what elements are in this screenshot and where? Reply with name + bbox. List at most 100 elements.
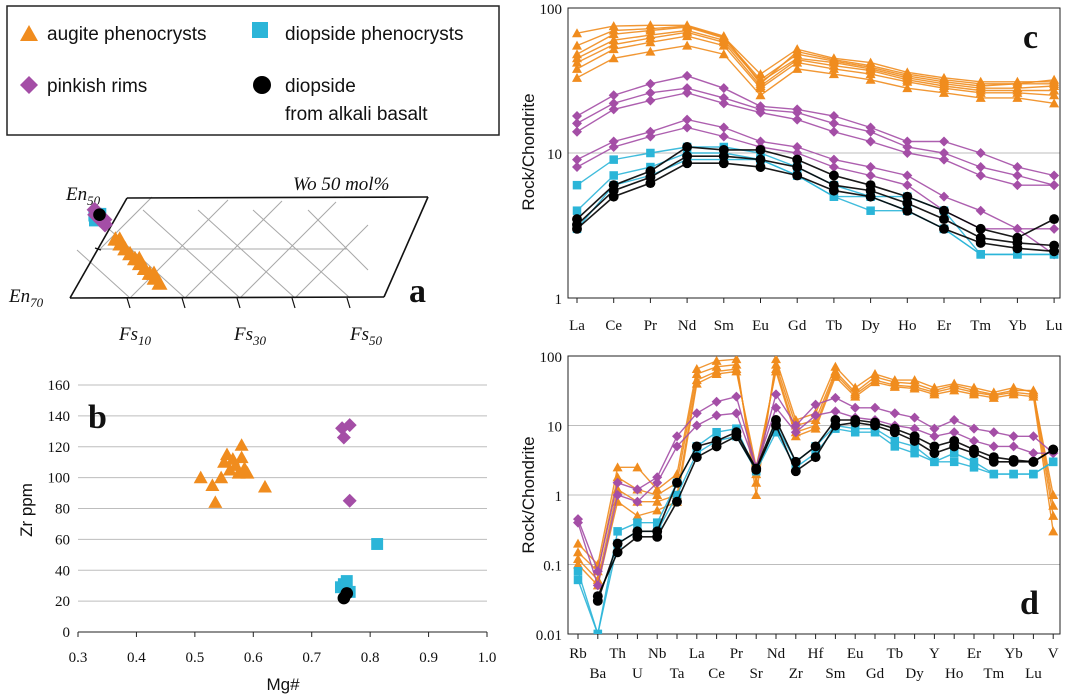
panel-a-marks — [86, 201, 168, 290]
panel-c-alkali-point-0-7 — [828, 170, 839, 181]
panel-c-xtick-13: Lu — [1046, 318, 1063, 334]
en70-label: En70 — [8, 286, 44, 310]
panel-c-alkali-line-2 — [576, 162, 1055, 253]
panel-d-diopside-point-1-14 — [850, 427, 860, 437]
panel-c-augite-point-5-9 — [902, 76, 913, 86]
panel-d-pinkish-point-1-1 — [592, 580, 603, 591]
panel-d-alkali-point-1-23 — [1028, 456, 1039, 467]
panel-b-xticks: 0.3 0.4 0.5 0.6 0.7 0.8 0.9 1.0 — [69, 632, 496, 666]
panel-d-xtick-22: Yb — [1004, 646, 1022, 662]
panel-c-alkali-point-2-8 — [865, 191, 876, 202]
panel-d-pinkish-point-0-13 — [830, 392, 841, 403]
panel-d-alkali-point-0-6 — [691, 452, 702, 463]
panel-c-xtick-2: Pr — [644, 318, 657, 334]
panel-d-alkali-point-1-1 — [592, 595, 603, 606]
panel-c-alkali-point-1-6 — [792, 162, 803, 173]
panel-c-augite-point-5-7 — [828, 63, 839, 73]
panel-d-alkali-point-0-12 — [810, 452, 821, 463]
panel-c-pinkish-point-3-10 — [939, 191, 949, 202]
en50-base: En — [65, 184, 87, 205]
panel-d-augite-point-2-0 — [573, 553, 583, 563]
panel-d-alkali-point-1-11 — [790, 456, 801, 467]
panel-c-augite-point-6-9 — [902, 83, 913, 93]
panel-b-augite-point-13 — [240, 465, 255, 479]
panel-d-augite-point-3-12 — [810, 423, 821, 433]
panel-d-alkali-point-1-3 — [632, 526, 643, 537]
panel-d-diopside-point-0-20 — [969, 457, 979, 467]
panel-c-alkali-point-2-7 — [828, 185, 839, 196]
panel-c-alkali-point-1-9 — [902, 198, 913, 209]
panel-c-xtick-8: Dy — [861, 318, 880, 334]
panel-c-pinkish-point-1-6 — [792, 107, 803, 118]
panel-d-augite-point-1-0 — [573, 547, 583, 557]
panel-c-pinkish-line-3 — [576, 118, 1055, 230]
panel-d-augite-point-2-1 — [592, 574, 603, 584]
panel-c-ytick-0: 1 — [555, 292, 563, 308]
panel-b-xtick-6: 0.9 — [419, 650, 438, 666]
panel-b-xtick-2: 0.5 — [185, 650, 204, 666]
panel-d-pinkish-point-0-10 — [771, 389, 781, 400]
panel-b-xtick-3: 0.6 — [244, 650, 263, 666]
panel-c-alkali-point-2-6 — [792, 170, 803, 181]
panel-d-alkali-point-1-22 — [1008, 454, 1019, 465]
panel-c-frame — [567, 7, 1061, 299]
panel-d-alkali-point-1-7 — [711, 435, 722, 446]
panel-d-xtick-24: V — [1048, 646, 1059, 662]
fs10-label: Fs10 — [118, 324, 152, 348]
panel-d-pinkish-point-1-22 — [1008, 441, 1019, 452]
panel-c-augite-line-3 — [576, 29, 1055, 89]
panel-d-pinkish-point-1-4 — [652, 477, 663, 488]
fs50-label: Fs50 — [349, 324, 383, 348]
panel-d-ytick-2: 1 — [555, 489, 563, 505]
panel-d-pinkish-point-1-13 — [830, 406, 841, 417]
panel-c-diopside-point-1-0 — [572, 206, 582, 215]
panel-b-ytick-5: 100 — [48, 471, 71, 487]
panel-c-pinkish-point-0-3 — [682, 70, 693, 81]
panel-c-pinkish-point-2-3 — [682, 87, 693, 98]
panel-d-augite-point-3-13 — [830, 371, 841, 381]
panel-c-augite-point-5-11 — [975, 87, 986, 97]
panel-d-augite-point-3-7 — [711, 369, 722, 379]
panel-c-alkali-point-0-13 — [1049, 214, 1060, 225]
panel-b-grid — [78, 384, 487, 602]
panel-c-pinkish-point-0-2 — [645, 78, 656, 89]
panel-d-diopside-point-1-18 — [930, 457, 939, 467]
panel-c-alkali-line-0 — [576, 146, 1055, 239]
panel-d-augite-point-1-7 — [711, 361, 722, 371]
panel-c-yticks: 1 10 100 — [540, 2, 563, 308]
panel-c-pinkish-point-1-9 — [902, 141, 913, 152]
panel-d-augite-point-3-10 — [771, 366, 781, 376]
panel-d-xtick-18: Y — [929, 646, 940, 662]
panel-b-marks — [193, 418, 384, 605]
panel-c-augite-point-5-3 — [682, 31, 693, 41]
panel-d-alkali-point-1-20 — [969, 444, 979, 455]
panel-c-pinkish-point-3-11 — [975, 205, 986, 216]
panel-c-diopside-line-2 — [576, 158, 1055, 256]
panel-c-pinkish-point-2-8 — [865, 136, 876, 147]
panel-d-xtick-17: Dy — [905, 666, 924, 682]
fs10-sub: 10 — [138, 333, 152, 348]
panel-c-xtick-0: La — [569, 318, 585, 334]
panel-c-augite-point-6-3 — [682, 40, 693, 50]
panel-d-diopside-point-0-19 — [949, 448, 959, 458]
panel-c-augite-point-5-8 — [865, 69, 876, 79]
panel-c-augite-point-6-0 — [572, 72, 582, 82]
legend: augite phenocrysts diopside phenocrysts … — [6, 5, 500, 136]
panel-c-pinkish-point-3-5 — [755, 136, 766, 147]
panel-d-pinkish-point-0-3 — [632, 484, 643, 495]
panel-b-ytick-6: 120 — [48, 440, 71, 456]
panel-d-diopside-point-1-24 — [1048, 457, 1058, 467]
panel-d-pinkish-point-0-20 — [969, 423, 979, 434]
panel-d-augite-point-3-8 — [731, 366, 742, 376]
panel-d-diopside-point-0-4 — [652, 518, 662, 527]
panel-c-alkali-point-1-3 — [682, 151, 693, 162]
panel-d-xtick-13: Sm — [825, 666, 845, 682]
panel-c-diopside-point-2-11 — [976, 250, 985, 259]
fs50-sub: 50 — [369, 333, 383, 348]
panel-b-xlabel: Mg# — [266, 675, 300, 694]
panel-d-diopside-point-1-0 — [573, 575, 583, 585]
panel-c-augite-point-0-0 — [572, 28, 582, 38]
panel-a: Wo 50 mol% En50 En70 Fs10 Fs30 Fs50 a — [8, 174, 429, 348]
panel-c-pinkish-point-1-11 — [975, 162, 986, 173]
